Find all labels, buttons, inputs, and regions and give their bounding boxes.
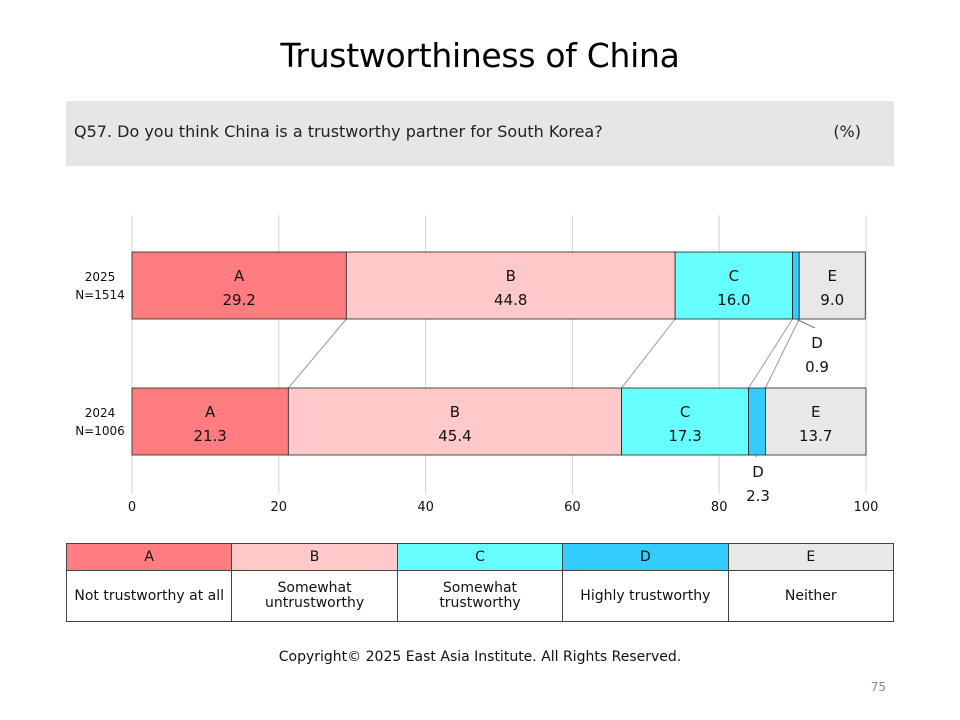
x-tick-label-20: 20 [271,500,288,515]
legend-key-d: D [562,543,729,571]
question-box: Q57. Do you think China is a trustworthy… [66,101,894,166]
connector-line [287,318,347,389]
legend-key-a: A [65,543,233,571]
data-label-2025-d: 0.9 [805,358,829,376]
data-label-2024-c: 17.3 [668,427,701,445]
segment-key-label-2024-b: B [450,403,460,421]
segment-key-label-2024-c: C [680,403,690,421]
segment-key-label-2024-d: D [752,463,764,481]
legend-desc-a: Not trustworthy at all [65,570,233,622]
legend-desc-d: Highly trustworthy [562,570,729,622]
segment-key-label-2024-e: E [811,403,820,421]
bar-2024-a [131,387,289,456]
bar-2024-e [765,387,867,456]
legend-desc-c-line2: trustworthy [439,595,521,611]
legend-key-e: E [727,543,895,571]
data-label-2024-a: 21.3 [193,427,226,445]
data-label-2024-d: 2.3 [746,487,770,505]
segment-key-label-2025-e: E [827,267,836,285]
x-tick-label-80: 80 [711,500,728,515]
data-label-2025-b: 44.8 [494,291,527,309]
data-label-2025-c: 16.0 [717,291,750,309]
data-label-2025-e: 9.0 [820,291,844,309]
legend-desc-e: Neither [727,570,895,622]
legend-table: A B C D E Not trustworthy at all Somewha… [65,543,895,622]
segment-key-label-2025-a: A [234,267,245,285]
segment-key-label-2025-c: C [729,267,739,285]
legend-desc-b-line1: Somewhat [277,580,352,596]
legend-desc-b: Somewhat untrustworthy [231,570,398,622]
d-label-leader [795,318,816,329]
segment-key-label-2025-b: B [506,267,516,285]
legend-key-c: C [396,543,564,571]
bar-2025-a [131,251,347,320]
bar-2025-d [792,251,800,320]
data-label-2024-e: 13.7 [799,427,832,445]
legend-key-row: A B C D E [65,543,895,571]
legend-key-b: B [231,543,398,571]
data-label-2024-b: 45.4 [438,427,471,445]
bar-2025-e [798,251,866,320]
copyright: Copyright© 2025 East Asia Institute. All… [278,649,682,665]
legend-desc-c-line1: Somewhat [442,580,518,596]
question-text: Q57. Do you think China is a trustworthy… [74,122,603,141]
stacked-bar-chart: 0 20 40 60 80 100 A 29.2 B 44.8 C 16.0 D 0.9 E 9.0 2025 N… [75,215,879,515]
row-label-n-2024: N=1006 [75,424,125,438]
connector-line [621,318,676,389]
x-tick-label-60: 60 [564,500,581,515]
x-tick-label-40: 40 [417,500,434,515]
bar-2024-d [748,387,766,456]
connector-line [748,318,794,389]
data-label-2025-a: 29.2 [222,291,255,309]
x-tick-label-100: 100 [854,500,879,515]
row-label-n-2025: N=1514 [75,288,125,302]
row-label-year-2025: 2025 [85,270,116,284]
x-tick-label-0: 0 [128,500,136,515]
question-unit: (%) [833,122,861,141]
d-label-leader [755,454,758,458]
legend-desc-c: Somewhat trustworthy [396,570,564,622]
segment-key-label-2024-a: A [205,403,216,421]
bar-2025-b [345,251,676,320]
page-number: 75 [870,680,886,694]
bar-2025-c [674,251,793,320]
page-title: Trustworthiness of China [280,36,680,75]
row-label-year-2024: 2024 [85,406,116,420]
segment-key-label-2025-d: D [811,334,823,352]
legend-desc-row: Not trustworthy at all Somewhat untrustw… [65,570,895,622]
connector-line [764,318,800,389]
legend-desc-b-line2: untrustworthy [265,595,365,611]
bar-2024-b [287,387,622,456]
